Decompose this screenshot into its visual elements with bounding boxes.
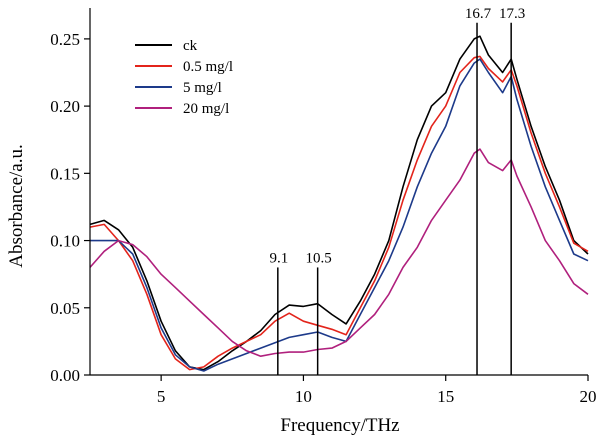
series-line-3 (89, 148, 589, 358)
y-tick-label-2: 0.10 (50, 232, 80, 251)
legend-label-3: 20 mg/l (183, 101, 229, 117)
x-tick-label-3: 20 (580, 387, 597, 406)
y-tick-label-3: 0.15 (50, 164, 80, 183)
legend-label-2: 5 mg/l (183, 80, 222, 96)
y-tick-label-1: 0.05 (50, 299, 80, 318)
x-tick-label-1: 10 (295, 387, 312, 406)
y-axis-title: Absorbance/a.u. (6, 144, 27, 267)
series-line-1 (89, 55, 589, 371)
peak-label-1: 10.5 (306, 250, 332, 266)
x-axis-title: Frequency/THz (280, 415, 399, 436)
x-tick-label-2: 15 (437, 387, 454, 406)
peak-label-0: 9.1 (269, 250, 288, 266)
x-tick-label-0: 5 (157, 387, 166, 406)
y-tick-label-5: 0.25 (50, 30, 80, 49)
series-line-2 (90, 58, 589, 372)
y-tick-label-4: 0.20 (50, 97, 80, 116)
series-line-0 (89, 35, 589, 371)
series-lines (89, 35, 589, 372)
peak-label-2: 16.7 (465, 6, 492, 22)
y-tick-label-0: 0.00 (50, 366, 80, 385)
legend: ck 0.5 mg/l 5 mg/l 20 mg/l (135, 38, 233, 117)
legend-label-0: ck (183, 38, 198, 54)
peak-markers: 9.1 10.5 16.7 17.3 (269, 6, 525, 375)
legend-label-1: 0.5 mg/l (183, 59, 233, 75)
peak-label-3: 17.3 (499, 6, 525, 22)
axes: 5 10 15 20 0.00 0.05 0.10 0.15 0.20 0.25 (50, 8, 597, 406)
